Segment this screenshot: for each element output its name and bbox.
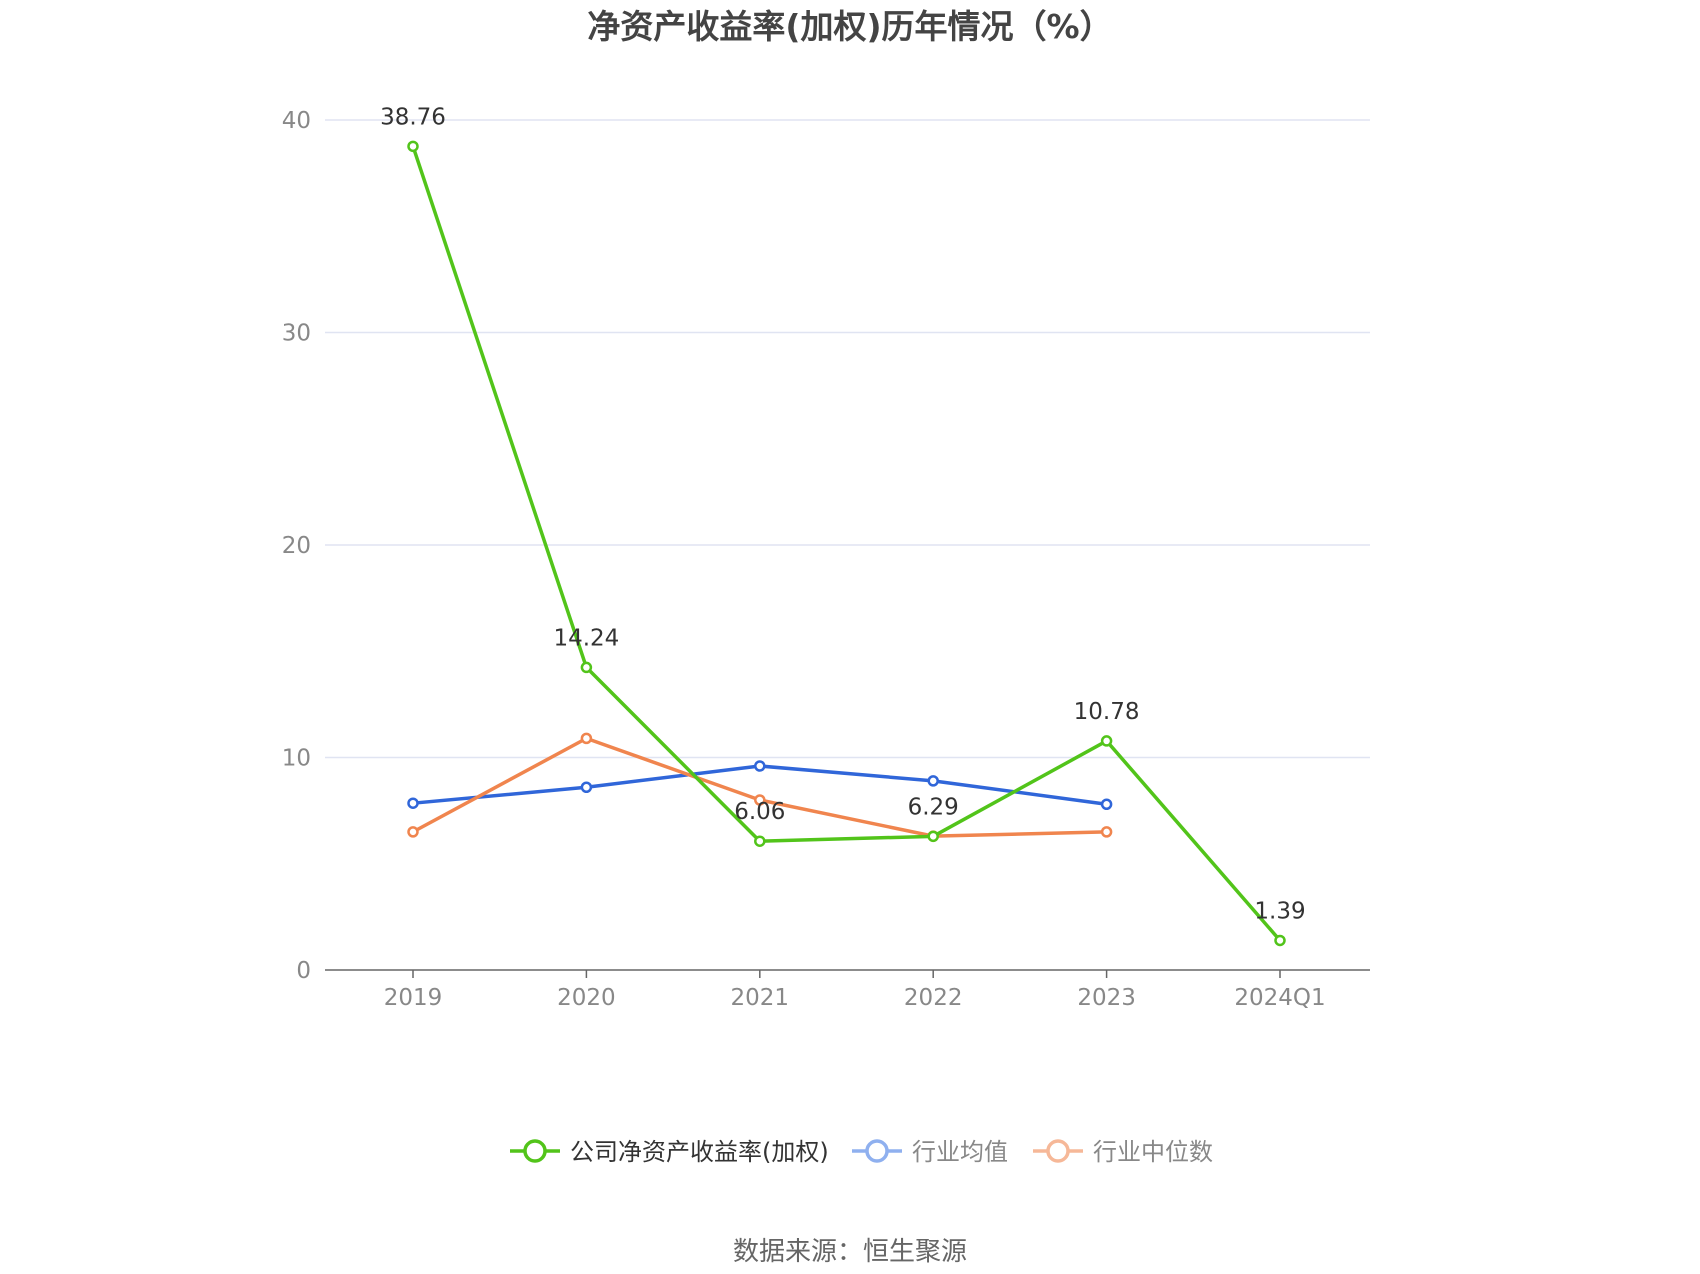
legend-label: 公司净资产收益率(加权) [570,1138,829,1166]
data-point [927,775,939,787]
data-point [407,826,419,838]
chart-title: 净资产收益率(加权)历年情况（%） [587,7,1112,46]
series-line [411,145,1282,942]
data-source: 数据来源：恒生聚源 [733,1237,967,1267]
axis-layer: 0 10 20 30 40 2019 2020 2021 2022 2023 2024Q1 [282,108,1370,1011]
x-tick-label: 2020 [557,985,616,1011]
legend-marker [523,1139,547,1163]
data-point [1274,934,1286,947]
data-label: 6.06 [734,799,785,825]
legend-label: 行业中位数 [1093,1138,1213,1166]
y-tick-label: 20 [282,533,311,559]
data-label: 14.24 [553,625,619,651]
data-label: 38.76 [380,104,446,130]
x-tick-label: 2021 [731,985,790,1011]
legend: 公司净资产收益率(加权) 行业均值 行业中位数 [510,1138,1213,1166]
data-point [1100,826,1113,838]
data-point [754,760,766,772]
x-tick-label: 2019 [384,985,443,1011]
data-label: 6.29 [908,794,959,820]
x-tick-label: 2022 [904,985,963,1011]
grid-layer [325,119,1370,759]
data-label-layer: 38.76 14.24 6.06 6.29 10.78 1.39 [380,104,1306,924]
data-point [1100,735,1113,747]
legend-marker [1046,1139,1070,1163]
y-tick-label: 40 [282,108,311,134]
data-label: 10.78 [1074,699,1140,725]
data-point [754,794,766,806]
x-tick-label: 2023 [1077,985,1136,1011]
data-point [1100,798,1113,810]
legend-label: 行业均值 [912,1138,1008,1166]
legend-marker [865,1139,889,1163]
data-point [407,140,419,153]
y-tick-label: 0 [296,958,311,984]
data-label: 1.39 [1254,898,1305,924]
data-point [580,661,593,674]
x-tick-label: 2024Q1 [1234,985,1325,1011]
y-tick-label: 30 [282,321,311,347]
data-point [407,797,419,809]
y-tick-label: 10 [282,746,311,772]
series-layer [407,140,1286,947]
data-point [580,781,593,793]
data-point [927,830,939,843]
data-point [754,835,766,847]
data-point [580,732,593,745]
